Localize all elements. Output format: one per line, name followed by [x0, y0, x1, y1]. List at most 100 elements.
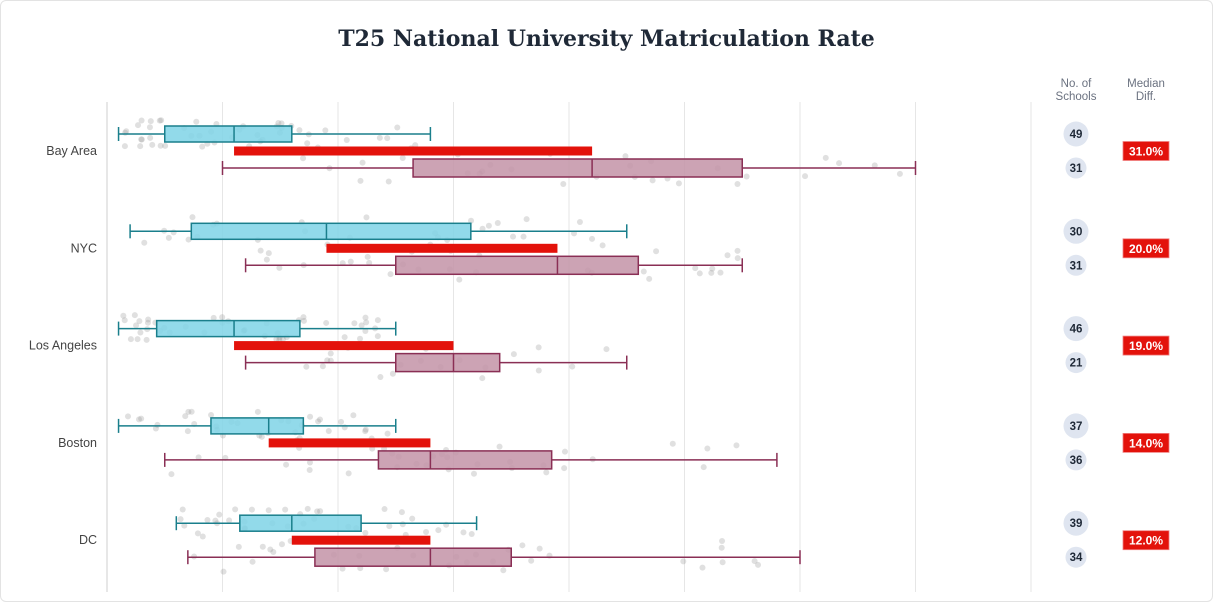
- group-b-point: [649, 177, 656, 184]
- group-b-box: [412, 158, 743, 178]
- group-b-point: [802, 173, 809, 180]
- group-b-point: [364, 253, 371, 260]
- group-a-point: [278, 120, 285, 127]
- group-b-point: [366, 259, 373, 266]
- count-badge: [1065, 546, 1087, 568]
- group-a-point: [208, 412, 215, 419]
- group-a-point: [137, 329, 144, 336]
- group-a-point: [177, 516, 184, 523]
- group-a-point: [212, 517, 219, 524]
- group-a-point: [599, 242, 606, 249]
- group-b-box: [377, 450, 553, 470]
- group-a-point: [358, 322, 365, 329]
- group-b-point: [319, 363, 326, 370]
- group-b-point: [724, 252, 731, 259]
- median-diff-label: 31.0%: [1129, 145, 1163, 159]
- group-a-point: [343, 136, 350, 143]
- group-b-point: [535, 344, 542, 351]
- group-a-point: [485, 222, 492, 229]
- median-diff-label: 14.0%: [1129, 436, 1163, 450]
- group-a-point: [156, 117, 163, 124]
- median-diff-bar: [268, 438, 431, 448]
- group-b-point: [704, 445, 711, 452]
- group-b-point: [822, 154, 829, 161]
- group-b-point: [377, 374, 384, 381]
- group-a-point: [137, 143, 144, 150]
- group-b-point: [220, 568, 227, 575]
- group-b-point: [249, 558, 256, 565]
- group-a-point: [409, 515, 416, 522]
- group-a-point: [386, 523, 393, 530]
- group-a-point: [523, 216, 530, 223]
- group-b-point: [257, 247, 264, 254]
- group-a-point: [149, 141, 156, 148]
- median-diff-badge: [1122, 335, 1170, 356]
- group-a-point: [265, 507, 272, 514]
- group-a-point: [362, 327, 369, 334]
- group-a-point: [182, 413, 189, 420]
- group-a-point: [138, 117, 145, 124]
- group-a-point: [179, 506, 186, 513]
- group-a-box: [210, 417, 305, 435]
- group-a-point: [193, 118, 200, 125]
- category-label: Boston: [58, 436, 97, 450]
- group-a-point: [162, 142, 169, 149]
- group-b-point: [399, 155, 406, 162]
- group-a-point: [520, 233, 527, 240]
- group-b-point: [496, 443, 503, 450]
- group-a-point: [322, 127, 329, 134]
- group-b-point: [359, 159, 366, 166]
- category-label: Los Angeles: [29, 339, 97, 353]
- group-b-point: [235, 543, 242, 550]
- chart-title: T25 National University Matriculation Ra…: [338, 26, 875, 52]
- count-badge: [1065, 352, 1087, 374]
- group-b-point: [709, 265, 716, 272]
- group-a-point: [123, 128, 130, 135]
- group-a-point: [300, 314, 307, 321]
- count-label: 49: [1070, 129, 1083, 141]
- group-a-point: [185, 408, 192, 415]
- group-a-point: [138, 136, 145, 143]
- group-b-point: [536, 545, 543, 552]
- group-a-point: [314, 508, 321, 515]
- group-a-point: [189, 214, 196, 221]
- group-a-point: [136, 416, 143, 423]
- group-a-point: [199, 533, 206, 540]
- group-a-box: [155, 319, 301, 338]
- group-b-point: [871, 162, 878, 169]
- group-a-box: [164, 125, 293, 143]
- group-b-point: [389, 370, 396, 377]
- group-b-point: [699, 564, 706, 571]
- group-a-point: [121, 143, 128, 150]
- group-b-point: [669, 440, 676, 447]
- group-b-point: [751, 558, 758, 565]
- category-label: Bay Area: [46, 144, 97, 158]
- group-a-point: [135, 122, 142, 129]
- group-b-box: [395, 352, 501, 373]
- group-a-point: [325, 427, 332, 434]
- group-a-point: [194, 530, 201, 537]
- group-a-point: [216, 511, 223, 518]
- group-a-point: [300, 317, 307, 324]
- group-a-point: [315, 418, 322, 425]
- group-a-point: [165, 234, 172, 241]
- group-a-point: [374, 317, 381, 324]
- group-a-point: [131, 312, 138, 319]
- median-diff-bar: [326, 243, 558, 253]
- group-b-point: [278, 541, 285, 548]
- group-b-point: [267, 546, 274, 553]
- group-a-point: [510, 233, 517, 240]
- group-b-point: [387, 271, 394, 278]
- group-b-point: [383, 566, 390, 573]
- group-b-point: [718, 544, 725, 551]
- group-a-point: [374, 333, 381, 340]
- count-label: 31: [1070, 260, 1083, 272]
- group-b-point: [345, 470, 352, 477]
- group-a-point: [138, 415, 145, 422]
- group-b-point: [561, 465, 568, 472]
- group-a-point: [120, 312, 127, 319]
- group-a-point: [304, 140, 311, 147]
- count-label: 36: [1070, 455, 1083, 467]
- group-b-point: [717, 269, 724, 276]
